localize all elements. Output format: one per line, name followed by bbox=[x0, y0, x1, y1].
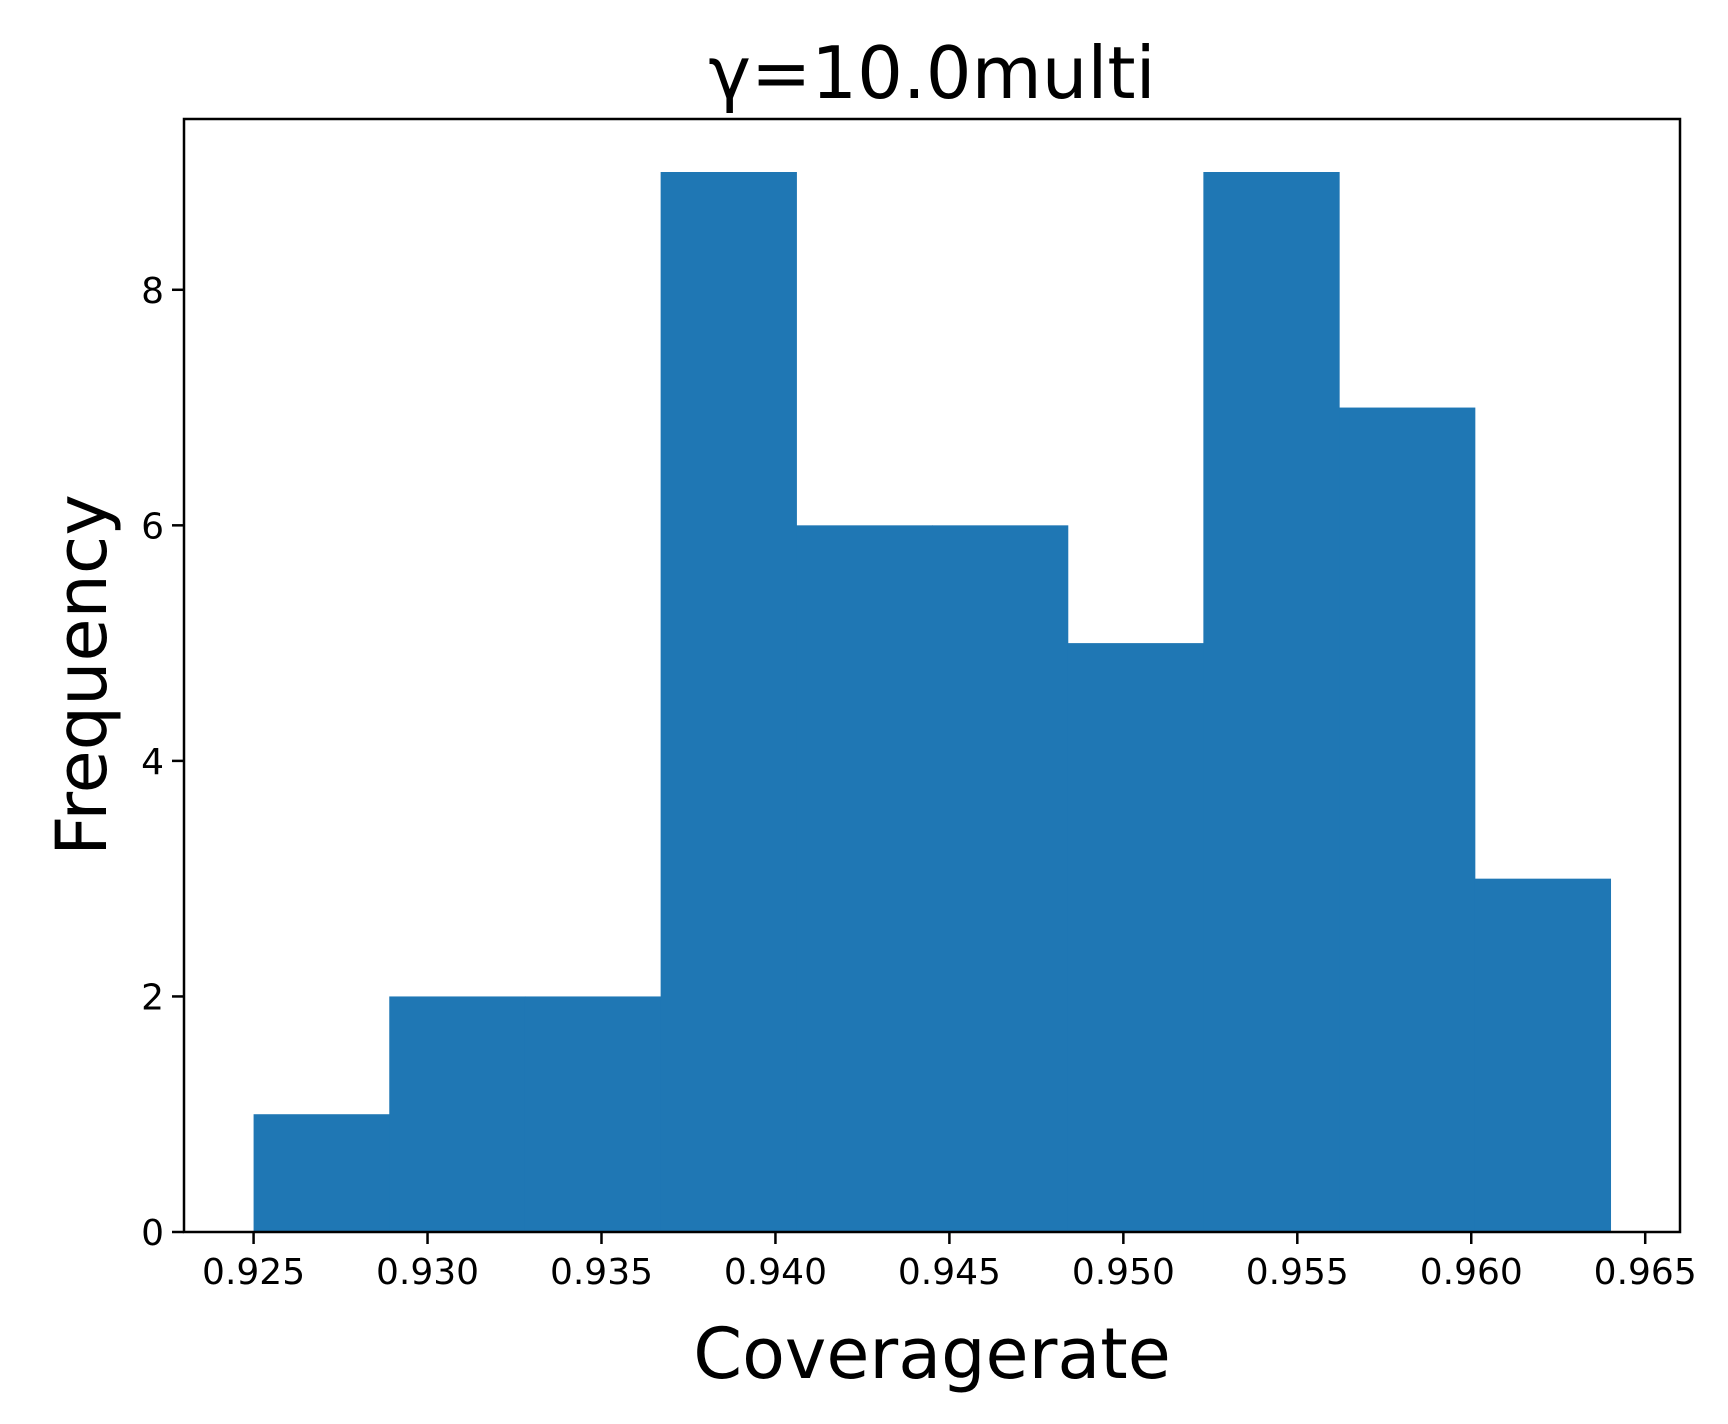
y-axis-title: Frequency bbox=[41, 494, 123, 856]
x-tick-label: 0.950 bbox=[1072, 1252, 1175, 1293]
chart-title: γ=10.0multi bbox=[708, 31, 1155, 115]
y-tick-label: 6 bbox=[141, 506, 164, 547]
y-tick-label: 2 bbox=[141, 977, 164, 1018]
x-axis-ticks: 0.925 0.930 0.935 0.940 0.945 0.950 0.955 0.960… bbox=[202, 1232, 1697, 1293]
histogram-bar-6 bbox=[932, 525, 1069, 1232]
histogram-bar-5 bbox=[796, 525, 933, 1232]
x-tick-label: 0.930 bbox=[376, 1252, 479, 1293]
bars-group bbox=[253, 172, 1612, 1232]
histogram-bar-1 bbox=[253, 1114, 390, 1232]
x-axis-title: Coveragerate bbox=[693, 1313, 1171, 1395]
x-tick-label: 0.955 bbox=[1246, 1252, 1349, 1293]
x-tick-label: 0.925 bbox=[202, 1252, 305, 1293]
x-tick-label: 0.965 bbox=[1594, 1252, 1697, 1293]
histogram-bar-2 bbox=[389, 996, 526, 1232]
y-tick-label: 8 bbox=[141, 271, 164, 312]
histogram-bar-9 bbox=[1339, 407, 1476, 1232]
x-tick-label: 0.945 bbox=[898, 1252, 1001, 1293]
x-tick-label: 0.960 bbox=[1420, 1252, 1523, 1293]
histogram-bar-3 bbox=[524, 996, 662, 1232]
y-axis-ticks: 0 2 4 6 8 bbox=[141, 271, 184, 1254]
histogram-bar-7 bbox=[1067, 643, 1204, 1232]
histogram-bar-8 bbox=[1203, 172, 1340, 1232]
histogram-bar-10 bbox=[1474, 878, 1612, 1232]
plot-frame bbox=[182, 117, 1682, 1234]
y-tick-label: 0 bbox=[141, 1213, 164, 1254]
x-tick-label: 0.935 bbox=[550, 1252, 653, 1293]
y-tick-label: 4 bbox=[141, 742, 164, 783]
histogram-bar-4 bbox=[660, 172, 797, 1232]
x-tick-label: 0.940 bbox=[724, 1252, 827, 1293]
